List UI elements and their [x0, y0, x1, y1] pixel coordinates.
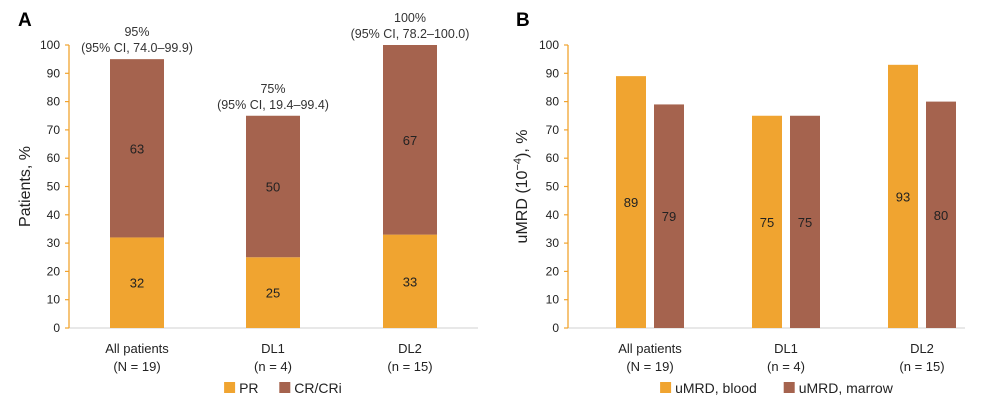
y-tick-label: 50 [47, 180, 61, 194]
x-category-n-label: (n = 4) [254, 359, 292, 374]
bar-pr [110, 237, 164, 328]
x-category-label: DL2 [398, 341, 422, 356]
bar-pr [383, 234, 437, 328]
x-category-label: DL1 [261, 341, 285, 356]
y-axis-label: Patients, % [17, 146, 34, 227]
data-label: 67 [403, 133, 417, 148]
data-label: 33 [403, 274, 417, 289]
y-axis-label-main: uMRD (10 [514, 170, 531, 243]
y-axis-label-superscript: −4 [512, 158, 524, 171]
bar-umrd-marrow [654, 104, 684, 329]
total-annotation: 75% [260, 82, 285, 96]
chart-panel-b: B 0 10 20 30 40 50 60 70 80 90 100 uMRD (10−4), % All… [512, 10, 965, 396]
x-category-label: All patients [618, 341, 682, 356]
legend-label: uMRD, blood [675, 380, 757, 396]
chart-panel-a: A 0 10 20 30 40 50 60 70 80 90 100 Patients, % All pa… [17, 10, 478, 396]
bar-umrd-marrow [926, 101, 956, 328]
y-tick-label: 40 [546, 208, 560, 222]
data-label: 50 [266, 180, 280, 195]
y-tick-label: 30 [47, 236, 61, 250]
bar-cr-cri [383, 45, 437, 235]
x-category-n-label: (n = 15) [899, 359, 944, 374]
x-category-label: DL2 [910, 341, 934, 356]
bar-umrd-blood [752, 115, 782, 328]
y-tick-label: 60 [546, 151, 560, 165]
ci-annotation: (95% CI, 19.4–99.4) [217, 98, 329, 112]
x-category-label: DL1 [774, 341, 798, 356]
y-tick-label: 0 [53, 321, 60, 335]
y-tick-label: 100 [40, 38, 60, 52]
legend-label: uMRD, marrow [799, 380, 894, 396]
y-axis-label: uMRD (10−4), % [512, 130, 531, 244]
bar-cr-cri [110, 59, 164, 238]
x-category-label: All patients [105, 341, 169, 356]
y-tick-label: 70 [47, 123, 61, 137]
y-tick-label: 60 [47, 151, 61, 165]
data-label: 75 [760, 215, 774, 230]
y-tick-label: 70 [546, 123, 560, 137]
bar-umrd-marrow [790, 115, 820, 328]
y-axis-label-tail: ), % [514, 130, 531, 158]
legend-swatch-umrd-blood [660, 382, 672, 393]
data-label: 32 [130, 276, 144, 291]
y-tick-label: 20 [546, 264, 560, 278]
legend-label: CR/CRi [294, 380, 341, 396]
y-tick-label: 30 [546, 236, 560, 250]
y-tick-label: 40 [47, 208, 61, 222]
x-category-n-label: (N = 19) [113, 359, 160, 374]
y-tick-label: 50 [546, 180, 560, 194]
bar-cr-cri [246, 115, 300, 258]
legend-swatch-umrd-marrow [783, 382, 795, 393]
x-category-n-label: (n = 15) [387, 359, 432, 374]
total-annotation: 100% [394, 11, 426, 25]
total-annotation: 95% [124, 25, 149, 39]
y-tick-label: 10 [546, 293, 560, 307]
y-tick-label: 90 [546, 66, 560, 80]
legend: PR CR/CRi [224, 380, 342, 396]
data-label: 80 [934, 208, 948, 223]
y-tick-label: 0 [552, 321, 559, 335]
bar-pr [246, 257, 300, 328]
x-category-n-label: (N = 19) [626, 359, 673, 374]
legend-swatch-pr [224, 382, 236, 393]
data-label: 75 [798, 215, 812, 230]
y-tick-label: 10 [47, 293, 61, 307]
data-label: 79 [662, 209, 676, 224]
data-label: 93 [896, 189, 910, 204]
x-category-n-label: (n = 4) [767, 359, 805, 374]
panel-letter: A [18, 10, 32, 31]
ci-annotation: (95% CI, 78.2–100.0) [351, 27, 470, 41]
y-tick-label: 20 [47, 264, 61, 278]
y-tick-label: 80 [47, 95, 61, 109]
bar-umrd-blood [616, 76, 646, 328]
legend-label: PR [239, 380, 258, 396]
data-label: 89 [624, 195, 638, 210]
bar-umrd-blood [888, 64, 918, 328]
legend-swatch-cr-cri [279, 382, 291, 393]
y-tick-label: 90 [47, 66, 61, 80]
panel-letter: B [516, 10, 530, 31]
legend: uMRD, blood uMRD, marrow [660, 380, 894, 396]
y-tick-label: 100 [539, 38, 559, 52]
ci-annotation: (95% CI, 74.0–99.9) [81, 41, 193, 55]
data-label: 25 [266, 286, 280, 301]
y-tick-label: 80 [546, 95, 560, 109]
data-label: 63 [130, 141, 144, 156]
